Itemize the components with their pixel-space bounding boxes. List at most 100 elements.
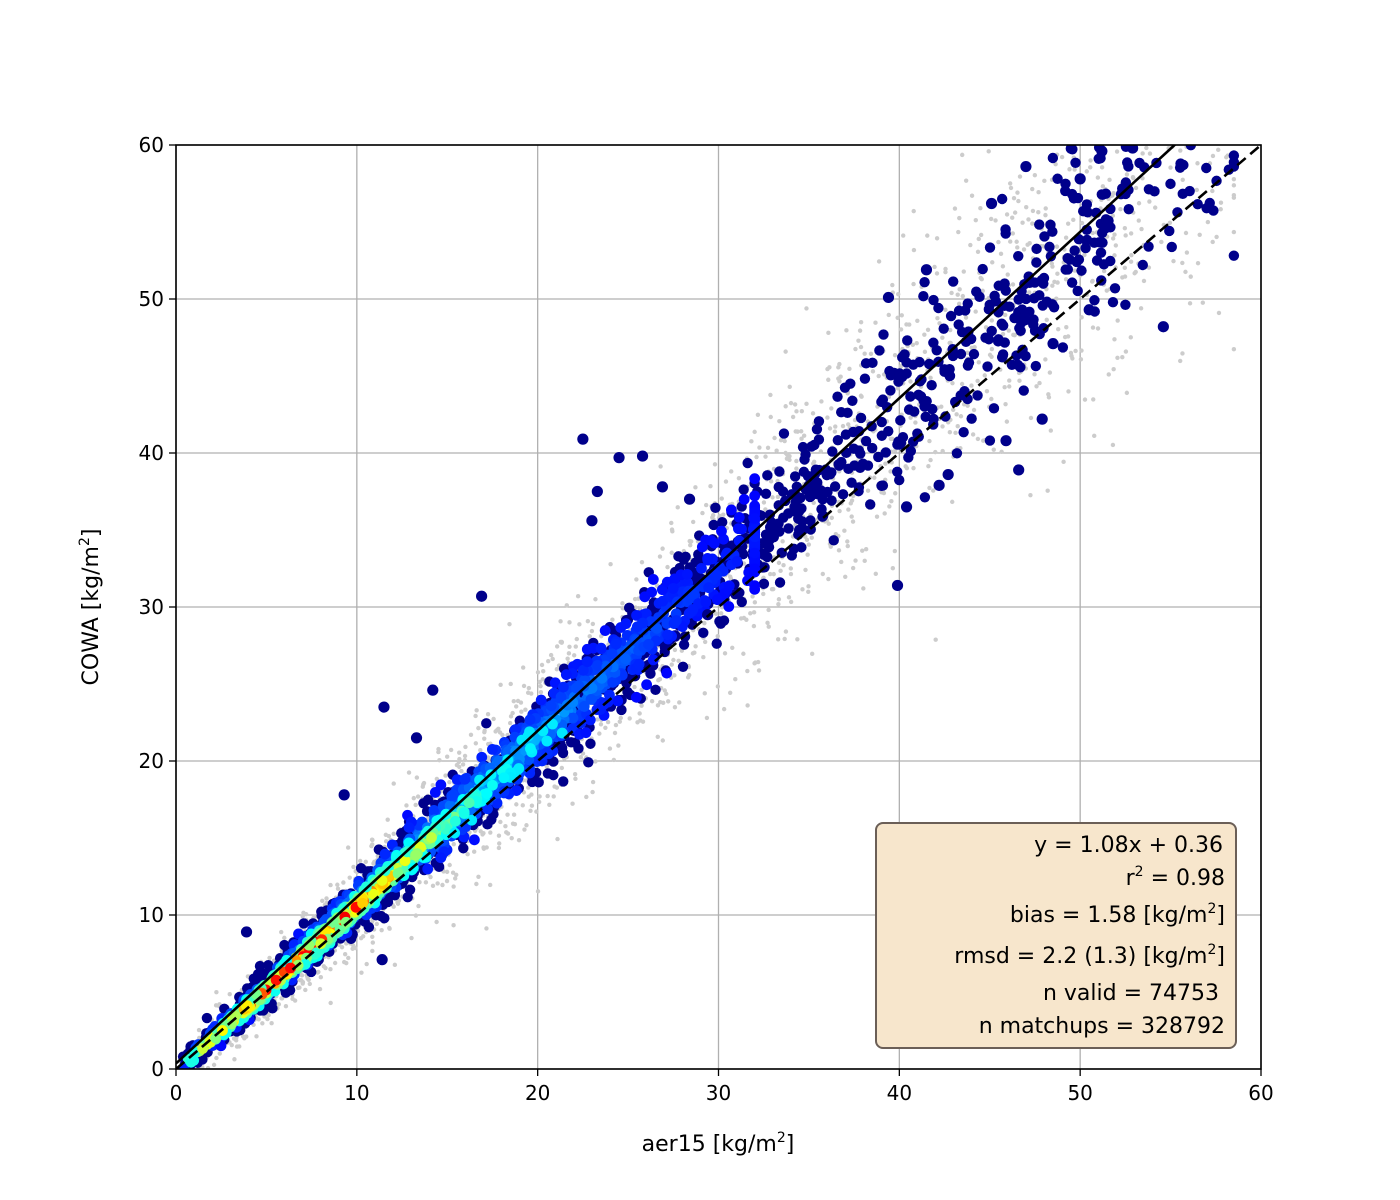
scatter-point: [548, 652, 554, 658]
scatter-point: [1110, 236, 1116, 241]
scatter-point: [550, 656, 555, 662]
scatter-point: [660, 738, 665, 743]
scatter-point: [484, 845, 489, 850]
scatter-point: [1184, 250, 1190, 255]
scatter-point: [484, 926, 489, 931]
scatter-point: [355, 863, 367, 874]
scatter-point: [1018, 385, 1029, 396]
scatter-point: [711, 638, 722, 649]
scatter-point: [537, 794, 542, 799]
scatter-point: [411, 795, 416, 801]
scatter-point: [637, 711, 642, 716]
scatter-point: [1123, 233, 1128, 238]
scatter-point: [1030, 208, 1036, 214]
scatter-point: [1112, 253, 1117, 258]
scatter-point: [978, 206, 983, 211]
scatter-point: [1045, 251, 1057, 262]
scatter-point: [430, 883, 436, 888]
scatter-point: [805, 515, 816, 526]
scatter-point: [989, 346, 995, 352]
scatter-point: [1195, 260, 1201, 266]
scatter-point: [675, 505, 680, 510]
scatter-point: [849, 514, 854, 519]
scatter-point: [422, 863, 434, 875]
scatter-point: [1122, 225, 1128, 231]
scatter-point: [607, 746, 613, 751]
scatter-point: [1034, 384, 1039, 389]
scatter-point: [321, 964, 327, 969]
scatter-point: [959, 381, 965, 387]
scatter-point: [928, 457, 933, 463]
scatter-point: [1013, 250, 1024, 262]
scatter-point: [800, 587, 805, 592]
scatter-point: [1128, 231, 1134, 236]
scatter-point: [1043, 206, 1048, 211]
scatter-point: [771, 571, 776, 577]
scatter-point: [710, 515, 715, 520]
scatter-point: [1192, 198, 1203, 210]
scatter-point: [876, 259, 882, 264]
scatter-point: [1183, 269, 1188, 275]
scatter-point: [1003, 401, 1008, 407]
scatter-point: [536, 799, 542, 805]
scatter-point: [988, 403, 1000, 414]
scatter-point: [696, 541, 708, 553]
scatter-point: [1011, 195, 1017, 201]
scatter-point: [911, 208, 916, 214]
scatter-point: [1197, 232, 1202, 237]
scatter-point: [1015, 190, 1020, 195]
scatter-point: [783, 349, 788, 354]
scatter-point: [765, 620, 770, 626]
scatter-point: [1115, 318, 1120, 323]
scatter-point: [1030, 221, 1035, 226]
scatter-point: [789, 471, 801, 482]
scatter-point: [786, 595, 792, 600]
scatter-point: [905, 391, 916, 402]
scatter-point: [298, 918, 309, 929]
scatter-point: [481, 718, 492, 729]
scatter-point: [783, 404, 788, 409]
scatter-point: [716, 525, 727, 537]
scatter-point: [395, 899, 400, 905]
scatter-point: [948, 327, 953, 333]
scatter-point: [1120, 299, 1131, 310]
scatter-point: [266, 1012, 271, 1018]
scatter-point: [971, 286, 982, 297]
scatter-point: [371, 861, 376, 866]
scatter-point: [862, 558, 867, 564]
scatter-point: [1007, 378, 1012, 383]
scatter-point: [511, 698, 516, 704]
scatter-point: [584, 794, 589, 800]
scatter-point: [809, 651, 815, 657]
scatter-point: [893, 491, 898, 496]
scatter-point: [774, 448, 779, 453]
scatter-point: [1138, 306, 1144, 311]
scatter-point: [1201, 162, 1212, 174]
scatter-point: [468, 732, 474, 738]
scatter-point: [345, 845, 351, 850]
scatter-point: [1178, 358, 1183, 364]
scatter-point: [957, 287, 962, 292]
scatter-point: [598, 722, 604, 727]
scatter-point: [387, 925, 392, 931]
scatter-point: [926, 379, 937, 391]
scatter-point: [859, 373, 871, 384]
scatter-point: [723, 580, 735, 592]
scatter-point: [860, 548, 865, 553]
scatter-point: [370, 940, 376, 945]
scatter-point: [1132, 271, 1137, 276]
scatter-point: [762, 470, 773, 481]
scatter-point: [374, 921, 379, 927]
scatter-point: [943, 269, 948, 275]
scatter-point: [1112, 337, 1117, 342]
scatter-point: [299, 973, 305, 978]
scatter-point: [669, 550, 674, 555]
scatter-point: [1090, 230, 1095, 236]
scatter-point: [529, 803, 535, 808]
scatter-point: [955, 424, 960, 429]
scatter-point: [1210, 188, 1215, 194]
scatter-point: [973, 309, 978, 314]
scatter-point: [1028, 415, 1034, 421]
scatter-point: [428, 874, 433, 880]
